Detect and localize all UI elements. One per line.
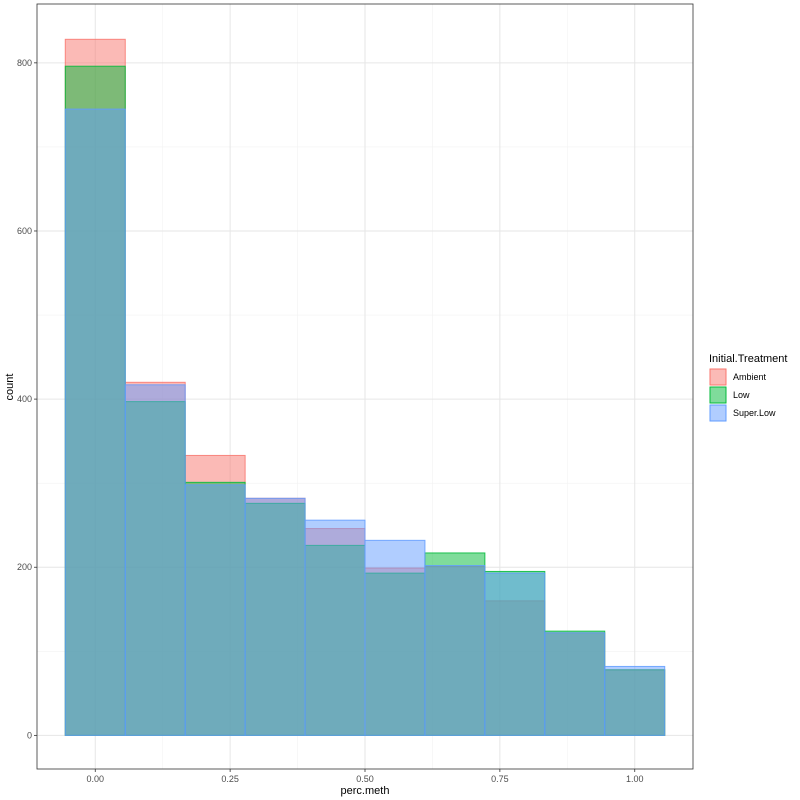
y-tick-label: 200 — [17, 562, 32, 572]
histogram-bars — [64, 38, 666, 736]
x-axis-ticks: 0.00 0.25 0.50 0.75 1.00 — [86, 769, 644, 784]
y-axis-title: count — [4, 374, 16, 401]
histogram-bar — [604, 665, 666, 736]
y-tick-label: 0 — [27, 730, 32, 740]
legend-item: Ambient — [709, 368, 767, 386]
x-tick-label: 1.00 — [626, 774, 644, 784]
legend-label: Low — [733, 390, 750, 400]
histogram-bar — [64, 108, 126, 736]
x-tick-label: 0.00 — [86, 774, 104, 784]
legend-item: Super.Low — [709, 404, 776, 422]
x-tick-label: 0.50 — [356, 774, 374, 784]
histogram-bar — [124, 384, 186, 736]
legend-label: Super.Low — [733, 408, 776, 418]
histogram-bar — [304, 519, 366, 736]
histogram-bar — [544, 632, 606, 736]
legend-title: Initial.Treatment — [709, 353, 787, 365]
x-axis-title: perc.meth — [341, 785, 390, 797]
legend-label: Ambient — [733, 372, 767, 382]
legend-items: Ambient Low Super.Low — [709, 368, 776, 422]
x-tick-label: 0.75 — [491, 774, 509, 784]
histogram-bar — [184, 484, 246, 736]
legend-key — [709, 404, 727, 422]
histogram-bar — [424, 565, 486, 736]
legend-key — [709, 386, 727, 404]
y-axis-ticks: 0 200 400 600 800 — [17, 58, 37, 740]
legend-item: Low — [709, 386, 750, 404]
histogram-bar — [484, 572, 546, 736]
y-tick-label: 600 — [17, 226, 32, 236]
legend-key — [709, 368, 727, 386]
series-super-low — [64, 108, 666, 736]
histogram-bar — [244, 497, 306, 736]
y-tick-label: 400 — [17, 394, 32, 404]
x-tick-label: 0.25 — [221, 774, 239, 784]
histogram-bar — [364, 539, 426, 736]
y-tick-label: 800 — [17, 58, 32, 68]
legend: Initial.Treatment Ambient Low Super.Low — [709, 353, 787, 422]
